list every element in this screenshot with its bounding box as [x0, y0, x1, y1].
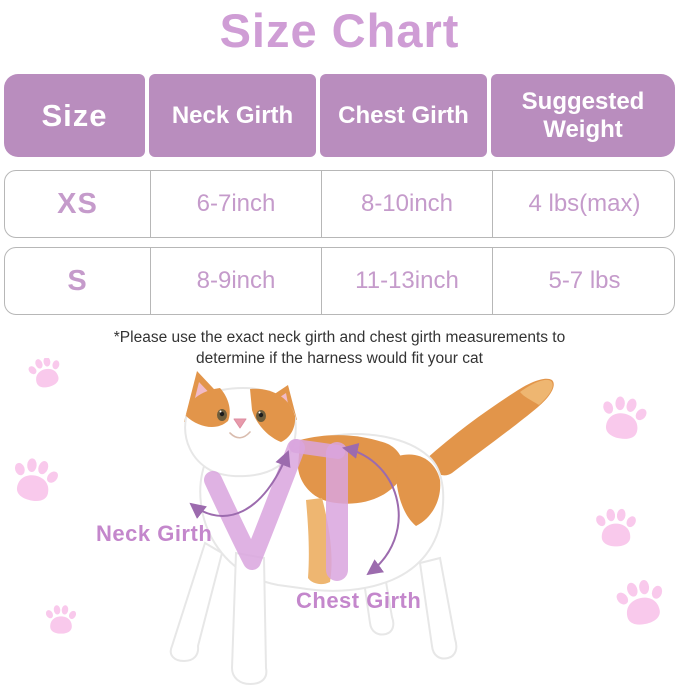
header-cell-size: Size [4, 74, 145, 157]
neck-girth-label: Neck Girth [96, 521, 213, 546]
size-cell: XS [57, 187, 98, 220]
paw-print-icon [44, 604, 78, 634]
paw-print-icon [24, 358, 66, 392]
cat-measurement-diagram: Neck Girth Chest Girth [0, 358, 679, 700]
chest-girth-label: Chest Girth [296, 588, 422, 613]
neck-girth-cell: 6-7inch [150, 171, 321, 237]
header-cell-chest-girth: Chest Girth [320, 74, 487, 157]
chest-girth-arrow [342, 443, 400, 576]
cat-front-near-leg [230, 551, 268, 686]
measurement-note: *Please use the exact neck girth and che… [0, 327, 679, 369]
neck-girth-arrow [189, 450, 291, 519]
weight-cell: 5-7 lbs [492, 248, 676, 314]
chest-girth-cell: 8-10inch [321, 171, 492, 237]
paw-print-icon [6, 454, 63, 506]
cat-rear-near-leg [418, 556, 458, 660]
page-title: Size Chart [219, 4, 460, 57]
neck-girth-cell: 8-9inch [150, 248, 321, 314]
cat-tail [425, 378, 554, 476]
paw-print-icon [611, 575, 671, 630]
paw-print-icon [596, 392, 651, 443]
table-row-s: S 8-9inch 11-13inch 5-7 lbs [4, 247, 675, 315]
cat-illustration [169, 371, 554, 686]
note-line-1: *Please use the exact neck girth and che… [113, 329, 566, 346]
size-table-header: Size Neck Girth Chest Girth Suggested We… [4, 74, 675, 157]
cat-head [184, 386, 297, 478]
size-cell: S [67, 264, 88, 297]
cat-photo [6, 358, 671, 686]
chest-girth-cell: 11-13inch [321, 248, 492, 314]
weight-cell: 4 lbs(max) [492, 171, 676, 237]
cat-side-stripe [306, 498, 332, 585]
paw-print-icon [594, 508, 638, 547]
size-table: Size Neck Girth Chest Girth Suggested We… [4, 74, 675, 315]
table-row-xs: XS 6-7inch 8-10inch 4 lbs(max) [4, 170, 675, 238]
note-line-2: determine if the harness would fit your … [196, 350, 483, 367]
cat-rump-patch [396, 454, 441, 526]
cat-front-far-leg [169, 541, 224, 663]
header-cell-neck-girth: Neck Girth [149, 74, 316, 157]
header-cell-suggested-weight: Suggested Weight [491, 74, 675, 157]
